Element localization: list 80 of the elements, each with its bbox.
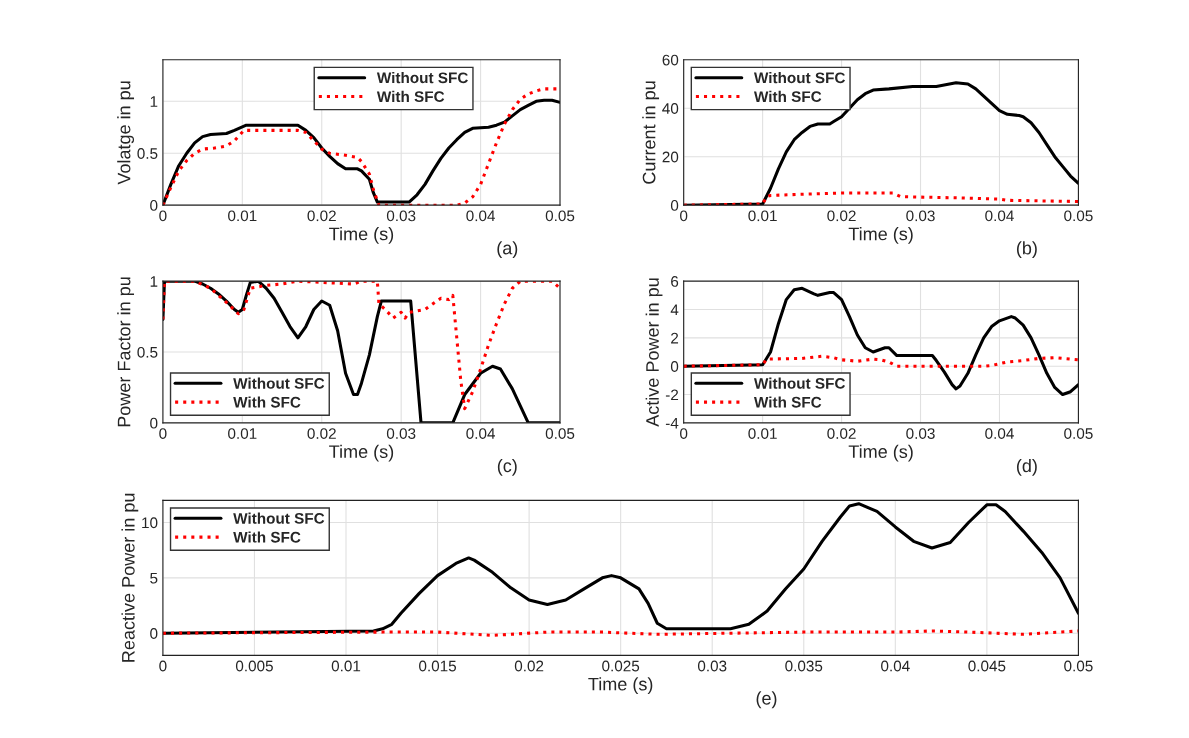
- x-tick-label: 0.02: [827, 210, 856, 222]
- y-axis-title: Reactive Power in pu: [121, 493, 139, 662]
- x-tick-label: 0.04: [466, 210, 496, 222]
- y-tick-label: 40: [662, 103, 679, 114]
- x-tick-label: 0.05: [1064, 660, 1093, 672]
- x-tick-label: 0.035: [785, 660, 823, 672]
- y-tick-label: 0.5: [137, 346, 158, 358]
- text: (b): [1016, 241, 1037, 259]
- x-tick-label: 0.01: [748, 428, 777, 439]
- x-tick-label: 0: [159, 210, 167, 222]
- x-tick-label: 0.02: [307, 428, 336, 439]
- x-tick-label: 0.05: [1064, 210, 1093, 222]
- y-axis-title: Active Power in pu: [645, 278, 663, 427]
- x-tick-label: 0.04: [881, 660, 910, 672]
- x-tick-label: 0.03: [386, 210, 416, 222]
- legend-label: Without SFC: [376, 72, 468, 84]
- legend-label: Without SFC: [233, 512, 325, 524]
- x-tick-label: 0.03: [697, 660, 727, 672]
- x-tick-label: 0: [680, 428, 688, 439]
- y-tick-label: 0: [150, 417, 158, 429]
- text: (e): [756, 691, 777, 709]
- legend-label: With SFC: [753, 90, 822, 103]
- y-tick-label: 0: [670, 361, 679, 372]
- x-axis-title: Time (s): [329, 227, 394, 244]
- x-axis-title: Time (s): [588, 677, 653, 695]
- x-tick-label: 0.04: [985, 210, 1014, 222]
- x-tick-label: 0.03: [906, 428, 935, 439]
- y-axis-title: Volatge in pu: [117, 81, 135, 185]
- x-tick-label: 0: [159, 660, 167, 672]
- x-tick-label: 0.01: [748, 210, 777, 222]
- legend-label: Without SFC: [753, 72, 846, 84]
- y-tick-label: 4: [670, 304, 679, 316]
- x-axis-title: Time (s): [848, 227, 913, 244]
- y-tick-label: 60: [662, 54, 679, 66]
- x-tick-label: 0.02: [827, 428, 856, 439]
- y-tick-label: 1: [150, 276, 158, 287]
- line-series: [683, 354, 1079, 368]
- x-tick-label: 0.04: [985, 428, 1014, 439]
- legend-label: With SFC: [233, 531, 301, 543]
- text: (a): [497, 241, 518, 259]
- legend-label: Without SFC: [753, 377, 846, 389]
- x-tick-label: 0.03: [386, 428, 416, 439]
- y-tick-label: 0: [150, 628, 158, 639]
- y-tick-label: 0.5: [137, 148, 158, 159]
- y-tick-label: 2: [671, 332, 679, 344]
- x-axis-title: Time (s): [329, 444, 394, 462]
- y-tick-label: 0: [670, 200, 679, 211]
- y-tick-label: 10: [142, 517, 158, 529]
- x-tick-label: 0: [159, 428, 167, 439]
- x-tick-label: 0.02: [514, 660, 544, 672]
- x-tick-label: 0.025: [602, 660, 640, 672]
- x-axis-title: Time (s): [848, 444, 913, 462]
- x-tick-label: 0.04: [466, 428, 496, 439]
- x-tick-label: 0.05: [545, 210, 575, 222]
- x-tick-label: 0.015: [419, 660, 457, 672]
- legend-label: Without SFC: [233, 377, 325, 389]
- y-axis-title: Current in pu: [642, 81, 660, 184]
- x-tick-label: 0.05: [1064, 428, 1093, 439]
- legend-label: With SFC: [233, 396, 301, 408]
- x-tick-label: 0.005: [235, 660, 273, 672]
- y-tick-label: 0: [150, 200, 158, 211]
- legend-label: With SFC: [376, 90, 445, 103]
- text: (c): [497, 458, 517, 476]
- x-tick-label: 0.01: [228, 428, 257, 439]
- x-tick-label: 0: [680, 210, 688, 222]
- x-tick-label: 0.045: [968, 660, 1006, 672]
- text: (d): [1016, 458, 1037, 476]
- y-axis-title: Power Factor in pu: [117, 277, 135, 427]
- x-tick-label: 0.01: [228, 210, 257, 222]
- y-tick-label: -2: [665, 389, 679, 401]
- x-tick-label: 0.01: [331, 660, 361, 672]
- x-tick-label: 0.02: [307, 210, 336, 222]
- y-tick-label: 20: [662, 151, 679, 163]
- y-tick-label: -4: [665, 417, 679, 429]
- y-tick-label: 5: [150, 572, 158, 584]
- legend-label: With SFC: [753, 396, 822, 408]
- y-tick-label: 1: [150, 96, 158, 107]
- y-tick-label: 6: [671, 276, 679, 287]
- x-tick-label: 0.05: [545, 428, 575, 439]
- x-tick-label: 0.03: [906, 210, 935, 222]
